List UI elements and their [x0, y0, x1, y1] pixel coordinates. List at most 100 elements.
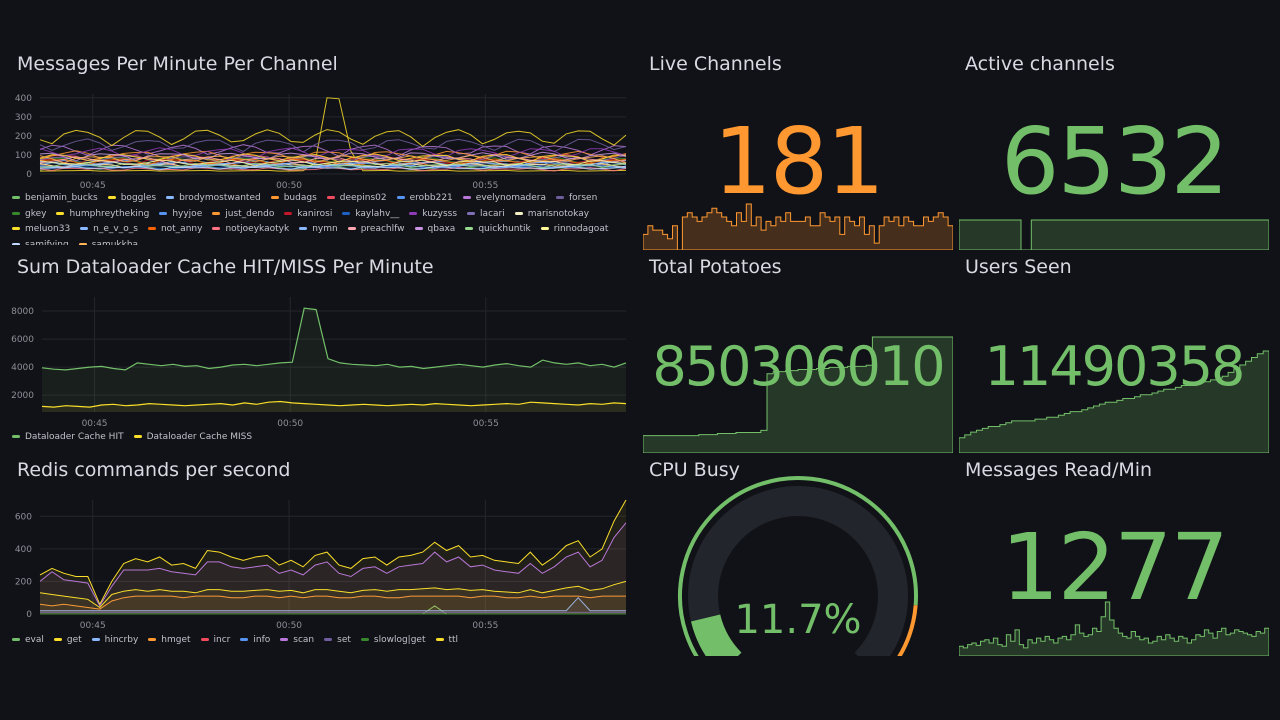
legend-item[interactable]: brodymostwanted: [166, 191, 261, 207]
legend-label: kaylahv__: [355, 208, 400, 219]
cache-chart[interactable]: 2000 4000 6000 8000 00:45 00:50 00:55: [8, 289, 633, 429]
legend-item[interactable]: humphreytheking: [56, 207, 149, 223]
legend-swatch: [107, 196, 116, 199]
legend-item[interactable]: info: [240, 633, 270, 649]
live-channels-sparkline: [643, 203, 953, 250]
legend-item[interactable]: samukkha: [78, 238, 138, 245]
gauge-threshold-green: [678, 476, 918, 656]
legend-item[interactable]: hmget: [148, 633, 191, 649]
legend-label: ttl: [448, 635, 459, 645]
panel-title[interactable]: Messages Read/Min: [965, 459, 1153, 481]
panel-active-channels: Active channels 6532: [959, 50, 1269, 250]
total-potatoes-sparkline: [643, 336, 953, 453]
legend-swatch: [347, 227, 356, 230]
legend-swatch: [12, 227, 20, 230]
legend-item[interactable]: Dataloader Cache HIT: [12, 430, 124, 446]
panel-title[interactable]: Total Potatoes: [649, 256, 782, 278]
legend-swatch: [53, 638, 62, 641]
legend-item[interactable]: get: [53, 633, 82, 649]
legend-label: budags: [283, 193, 317, 203]
legend-item[interactable]: gkey: [12, 207, 46, 223]
legend-swatch: [147, 227, 156, 230]
cpu-busy-value: 11.7%: [734, 597, 862, 643]
series-line: [39, 138, 627, 153]
legend-item[interactable]: kaylahv__: [342, 207, 399, 223]
legend-item[interactable]: forsen: [555, 191, 598, 207]
legend-item[interactable]: erobb221: [396, 191, 453, 207]
legend-item[interactable]: notjoeykaotyk: [212, 222, 289, 238]
panel-title[interactable]: Users Seen: [965, 256, 1072, 278]
legend-item[interactable]: samifying: [12, 238, 69, 245]
messages-read-value: 1277: [1000, 514, 1229, 621]
legend-label: hmget: [161, 635, 191, 645]
messages-chart[interactable]: 0 100 200 300 400 00:45 00:50 00:55: [8, 84, 633, 194]
series-area: [42, 401, 626, 412]
legend-item[interactable]: rinnodagoat: [540, 222, 608, 238]
legend-item[interactable]: meluon33: [12, 222, 70, 238]
legend-item[interactable]: evelynomadera: [462, 191, 546, 207]
series-line: [39, 159, 627, 167]
legend-label: Dataloader Cache MISS: [146, 432, 253, 442]
legend-swatch: [270, 196, 279, 199]
legend-item[interactable]: quickhuntik: [465, 222, 531, 238]
legend-label: just_dendo: [225, 208, 275, 219]
panel-title[interactable]: Active channels: [965, 53, 1115, 75]
legend-item[interactable]: kanirosi: [284, 207, 332, 223]
legend-item[interactable]: set: [324, 633, 351, 649]
y-tick-label: 0: [26, 170, 32, 180]
x-tick-label: 00:55: [473, 419, 499, 429]
x-tick-label: 00:50: [276, 621, 302, 631]
series-line: [41, 307, 627, 371]
legend-item[interactable]: Dataloader Cache MISS: [133, 430, 253, 446]
legend-label: Dataloader Cache HIT: [25, 432, 124, 442]
panel-title[interactable]: Live Channels: [649, 53, 782, 75]
panel-title[interactable]: Redis commands per second: [17, 459, 291, 481]
legend-item[interactable]: incr: [200, 633, 230, 649]
y-tick-label: 600: [15, 512, 32, 522]
panel-title[interactable]: Sum Dataloader Cache HIT/MISS Per Minute: [17, 256, 434, 278]
legend-item[interactable]: n_e_v_o_s: [80, 222, 138, 238]
gauge-value-arc: [691, 614, 742, 656]
legend-item[interactable]: preachlfw: [347, 222, 405, 238]
legend-item[interactable]: marisnotokay: [514, 207, 589, 223]
legend-item[interactable]: budags: [270, 191, 317, 207]
legend-item[interactable]: lacari: [467, 207, 505, 223]
legend-item[interactable]: just_dendo: [212, 207, 274, 223]
legend-swatch: [12, 196, 20, 199]
legend-label: deepins02: [339, 193, 387, 203]
legend-item[interactable]: eval: [12, 633, 44, 649]
series-line: [39, 150, 627, 161]
legend-item[interactable]: benjamin_bucks: [12, 191, 98, 207]
panel-title[interactable]: CPU Busy: [649, 459, 740, 481]
legend-label: nymn: [312, 224, 338, 234]
legend-swatch: [342, 211, 351, 215]
sparkline-area: [959, 350, 1269, 453]
legend-swatch: [78, 242, 87, 245]
legend-item[interactable]: slowlog|get: [360, 633, 426, 649]
legend-item[interactable]: hincrby: [91, 633, 138, 649]
y-tick-label: 6000: [11, 335, 34, 345]
y-tick-label: 4000: [11, 363, 34, 373]
legend-label: notjoeykaotyk: [225, 224, 290, 234]
legend-item[interactable]: scan: [280, 633, 314, 649]
legend-label: forsen: [568, 193, 598, 203]
legend-item[interactable]: hyyjoe: [159, 207, 202, 223]
panel-title[interactable]: Messages Per Minute Per Channel: [17, 53, 338, 75]
legend-item[interactable]: ttl: [435, 633, 459, 649]
legend-swatch: [12, 638, 20, 641]
legend-item[interactable]: kuzysss: [409, 207, 457, 223]
legend-swatch: [299, 227, 308, 230]
legend-item[interactable]: deepins02: [326, 191, 387, 207]
legend-item[interactable]: boggles: [107, 191, 156, 207]
legend-item[interactable]: qbaxa: [414, 222, 455, 238]
series-line: [39, 97, 627, 172]
y-tick-label: 100: [15, 151, 32, 161]
legend-swatch: [12, 211, 20, 215]
legend-swatch: [396, 196, 405, 199]
legend-item[interactable]: not_anny: [147, 222, 202, 238]
redis-chart[interactable]: 0 200 400 600 00:45 00:50 00:55: [8, 496, 633, 632]
legend-swatch: [284, 211, 293, 215]
legend-item[interactable]: nymn: [299, 222, 338, 238]
messages-read-sparkline: [959, 601, 1269, 656]
legend-swatch: [56, 211, 65, 215]
